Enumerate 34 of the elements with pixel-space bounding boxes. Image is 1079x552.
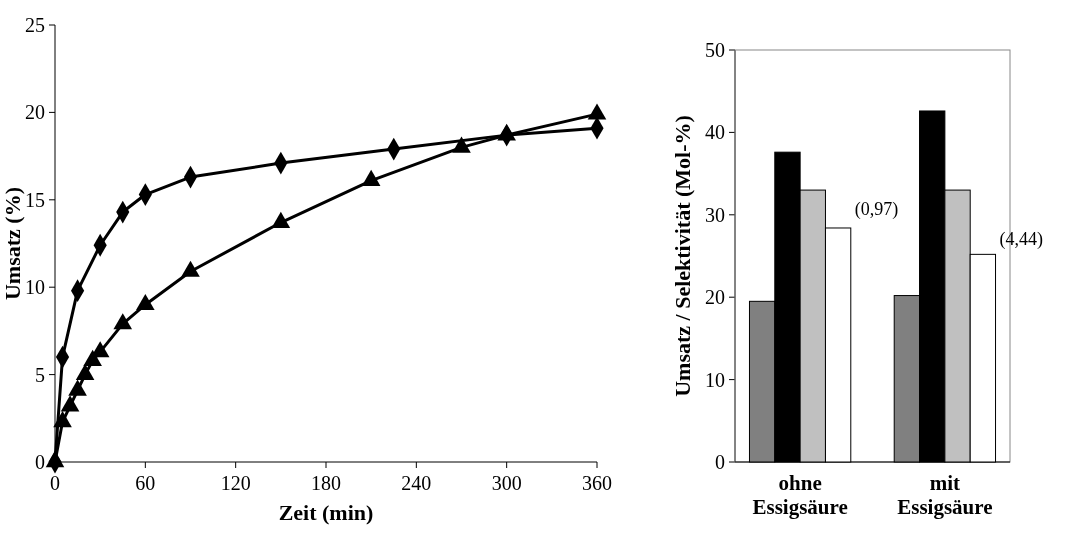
point	[181, 260, 200, 277]
x-tick-label: mit Essigsäure	[897, 471, 993, 519]
x-tick-label: 300	[491, 472, 522, 494]
point	[75, 363, 95, 380]
x-tick-label: 240	[401, 472, 432, 494]
y-tick-label: 25	[25, 14, 45, 36]
y-tick-label: 50	[705, 39, 725, 61]
y-tick-label: 40	[705, 121, 725, 144]
x-tick-label: 60	[135, 472, 156, 494]
point	[68, 379, 87, 396]
point	[113, 313, 133, 330]
x-tick-label: 180	[311, 472, 341, 494]
y-tick-label: 20	[705, 286, 725, 309]
y-tick-label: 0	[35, 451, 45, 473]
x-tick-label: 0	[50, 472, 60, 494]
y-tick-label: 10	[705, 368, 725, 391]
x-tick-label: 120	[220, 472, 251, 494]
x-tick-label: ohne Essigsäure	[752, 471, 848, 519]
point	[53, 411, 72, 428]
y-tick-label: 0	[715, 451, 725, 473]
y-tick-label: 30	[705, 203, 725, 226]
point	[45, 451, 65, 468]
y-tick-label: 20	[25, 101, 45, 124]
annotation: (0,97)	[854, 198, 899, 220]
y-axis-title: Umsatz (%)	[0, 186, 25, 301]
y-tick-label: 15	[25, 188, 45, 211]
point	[136, 293, 155, 311]
y-tick-label: 10	[25, 276, 45, 299]
x-axis-title: Zeit (min)	[278, 500, 374, 525]
annotation: (4,44)	[999, 228, 1044, 250]
y-axis-title: Umsatz / Selektivität (Mol-%)	[670, 115, 695, 397]
x-tick-label: 360	[582, 472, 612, 494]
y-tick-label: 5	[35, 363, 45, 386]
point	[60, 395, 80, 412]
